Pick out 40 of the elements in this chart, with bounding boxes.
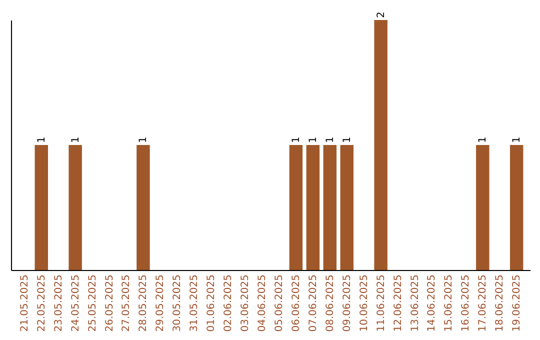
x-tick-label: 09.06.2025 bbox=[342, 274, 353, 332]
data-label: 1 bbox=[36, 136, 48, 143]
x-tick-label: 26.05.2025 bbox=[104, 274, 116, 332]
x-tick-label: 19.06.2025 bbox=[512, 274, 523, 332]
x-tick-label: 16.06.2025 bbox=[460, 274, 472, 332]
x-tick-label: 04.06.2025 bbox=[257, 274, 268, 332]
x-tick-label: 02.06.2025 bbox=[223, 274, 234, 332]
x-tick-label: 25.05.2025 bbox=[87, 274, 98, 332]
data-label: 2 bbox=[376, 12, 387, 18]
data-label: 1 bbox=[290, 136, 302, 143]
x-tick-label: 11.06.2025 bbox=[376, 274, 387, 332]
data-label: 1 bbox=[512, 136, 523, 143]
x-tick-label: 30.05.2025 bbox=[172, 274, 184, 332]
x-tick-label: 06.06.2025 bbox=[290, 274, 302, 332]
x-tick-label: 24.05.2025 bbox=[70, 274, 82, 332]
x-tick-label: 15.06.2025 bbox=[444, 274, 455, 332]
data-label: 1 bbox=[308, 136, 319, 143]
x-tick-label: 31.05.2025 bbox=[189, 274, 200, 332]
x-tick-label: 18.06.2025 bbox=[494, 274, 506, 332]
x-tick-label: 01.06.2025 bbox=[206, 274, 218, 332]
x-tick-label: 03.06.2025 bbox=[240, 274, 252, 332]
x-tick-label: 05.06.2025 bbox=[274, 274, 285, 332]
x-tick-label: 22.05.2025 bbox=[36, 274, 48, 332]
data-label: 1 bbox=[478, 136, 489, 143]
x-tick-label: 29.05.2025 bbox=[155, 274, 166, 332]
x-tick-label: 14.06.2025 bbox=[426, 274, 438, 332]
x-tick-label: 12.06.2025 bbox=[392, 274, 404, 332]
x-tick-label: 23.05.2025 bbox=[53, 274, 64, 332]
data-label: 1 bbox=[70, 136, 82, 143]
x-tick-label: 28.05.2025 bbox=[138, 274, 150, 332]
x-tick-label: 10.06.2025 bbox=[358, 274, 370, 332]
x-tick-label: 13.06.2025 bbox=[410, 274, 421, 332]
x-tick-label: 17.06.2025 bbox=[478, 274, 489, 332]
x-tick-label: 27.05.2025 bbox=[121, 274, 132, 332]
data-label: 1 bbox=[324, 136, 336, 143]
x-tick-label: 07.06.2025 bbox=[308, 274, 319, 332]
data-label: 1 bbox=[342, 136, 353, 143]
data-label: 1 bbox=[138, 136, 150, 143]
x-tick-label: 08.06.2025 bbox=[324, 274, 336, 332]
x-tick-label: 21.05.2025 bbox=[19, 274, 30, 332]
